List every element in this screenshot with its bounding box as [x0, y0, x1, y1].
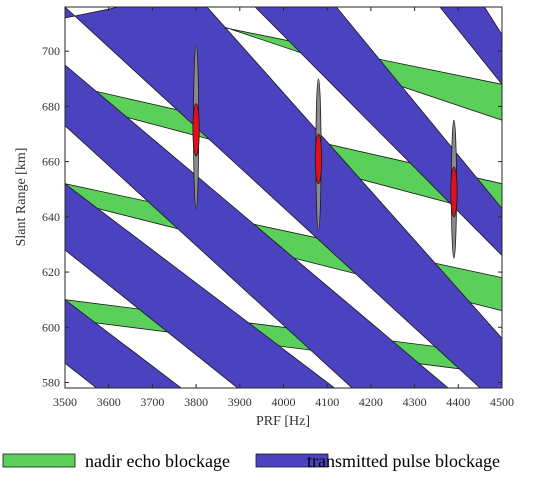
x-tick-label-3: 3800 [184, 395, 208, 409]
legend-swatch-1 [255, 453, 329, 468]
x-tick-label-2: 3700 [140, 395, 164, 409]
x-tick-label-5: 4000 [272, 395, 296, 409]
y-tick-label-3: 640 [42, 210, 60, 224]
pulse-band-3 [65, 64, 449, 388]
legend-label-1: transmitted pulse blockage [307, 451, 500, 471]
x-tick-label-4: 3900 [228, 395, 252, 409]
x-tick-label-0: 3500 [53, 395, 77, 409]
x-tick-label-7: 4200 [359, 395, 383, 409]
y-tick-label-5: 680 [42, 99, 60, 113]
pulse-band-2 [65, 7, 502, 388]
x-tick-label-6: 4100 [315, 395, 339, 409]
y-axis: 580 600 620 640 660 680 700 [42, 44, 502, 389]
red-ellipse-1 [192, 103, 200, 157]
x-axis-label: PRF [Hz] [256, 414, 310, 429]
legend-swatch-0 [2, 453, 76, 468]
x-tick-label-8: 4300 [403, 395, 427, 409]
bands-layer [65, 7, 502, 388]
x-tick-label-10: 4500 [490, 395, 514, 409]
x-tick-label-1: 3600 [97, 395, 121, 409]
red-ellipse-5 [450, 166, 458, 218]
y-tick-label-0: 580 [42, 375, 60, 389]
legend: nadir echo blockage transmitted pulse blo… [2, 451, 500, 471]
y-axis-label: Slant Range [km] [14, 148, 29, 247]
annotations-layer [192, 45, 458, 259]
pulse-band-1 [254, 7, 502, 257]
pulse-band-0 [439, 7, 502, 85]
legend-label-0: nadir echo blockage [85, 451, 230, 471]
red-ellipse-3 [314, 133, 323, 185]
y-tick-label-1: 600 [42, 320, 60, 334]
y-tick-label-2: 620 [42, 265, 60, 279]
x-tick-label-9: 4400 [446, 395, 470, 409]
x-axis: 3500 3600 3700 3800 3900 4000 4100 4200 4300 4400… [53, 7, 514, 409]
y-tick-label-4: 660 [42, 155, 60, 169]
y-tick-label-6: 700 [42, 44, 60, 58]
pulse-band-4 [65, 183, 336, 388]
pulse-band-5 [65, 299, 182, 388]
